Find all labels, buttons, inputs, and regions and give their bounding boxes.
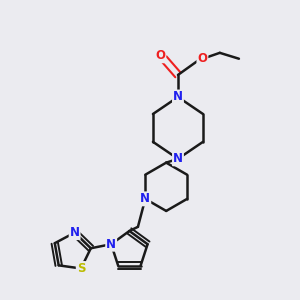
Text: N: N: [106, 238, 116, 251]
Text: O: O: [197, 52, 207, 65]
Text: N: N: [140, 192, 150, 206]
Text: N: N: [70, 226, 80, 239]
Text: O: O: [155, 49, 165, 62]
Text: S: S: [77, 262, 85, 275]
Text: N: N: [173, 152, 183, 165]
Text: N: N: [173, 91, 183, 103]
